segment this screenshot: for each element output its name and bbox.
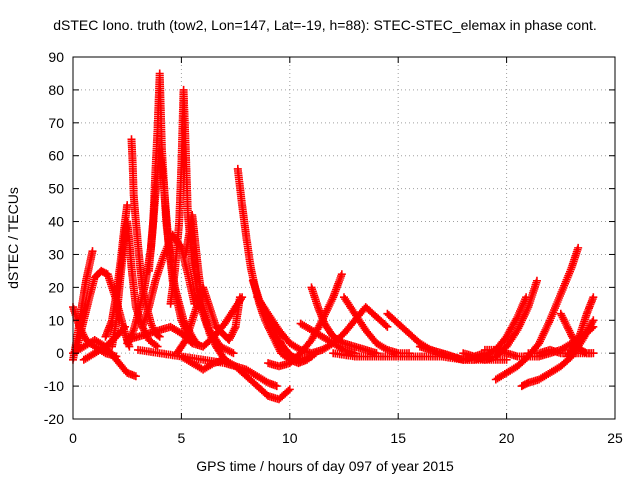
series-21-markers (307, 283, 381, 358)
series-10-markers (138, 230, 199, 331)
y-tick-label: 80 (48, 82, 64, 98)
y-tick-label: 20 (48, 279, 64, 295)
series-34-markers (524, 345, 598, 358)
series-19 (253, 293, 327, 358)
y-tick-label: 70 (48, 115, 64, 131)
y-axis-label: dSTEC / TECUs (5, 187, 21, 289)
series-29 (491, 243, 583, 384)
y-tick-label: 40 (48, 214, 64, 230)
x-tick-label: 10 (282, 430, 298, 446)
y-tick-label: 50 (48, 181, 64, 197)
series-10 (138, 230, 199, 331)
series-7-markers (127, 135, 164, 341)
x-tick-label: 25 (607, 430, 623, 446)
series-20-markers (264, 270, 346, 371)
x-axis-label: GPS time / hours of day 097 of year 2015 (196, 458, 454, 474)
y-tick-label: -10 (44, 378, 64, 394)
series-16 (177, 352, 229, 374)
y-tick-label: 10 (48, 312, 64, 328)
series-15 (134, 345, 294, 404)
axis-ticks: 0 5 10 15 20 25 -20 -10 0 10 20 30 40 50 60 70 80 90 (44, 49, 623, 446)
x-tick-label: 0 (69, 430, 77, 446)
series-21 (307, 283, 381, 358)
plot-frame (72, 56, 616, 420)
x-tick-label: 5 (178, 430, 186, 446)
chart-title: dSTEC Iono. truth (tow2, Lon=147, Lat=-1… (53, 17, 597, 33)
series-15-markers (134, 345, 294, 404)
series-19-markers (253, 293, 327, 358)
series-20 (264, 270, 346, 371)
y-tick-label: 60 (48, 148, 64, 164)
series-34 (524, 345, 598, 358)
series-16-markers (177, 352, 229, 374)
y-tick-label: -20 (44, 411, 64, 427)
series-7 (127, 135, 164, 341)
x-tick-label: 20 (499, 430, 515, 446)
y-tick-label: 30 (48, 246, 64, 262)
x-tick-label: 15 (390, 430, 406, 446)
series-29-markers (491, 243, 583, 384)
y-tick-label: 90 (48, 49, 64, 65)
data-points (69, 69, 598, 404)
y-tick-label: 0 (56, 345, 64, 361)
